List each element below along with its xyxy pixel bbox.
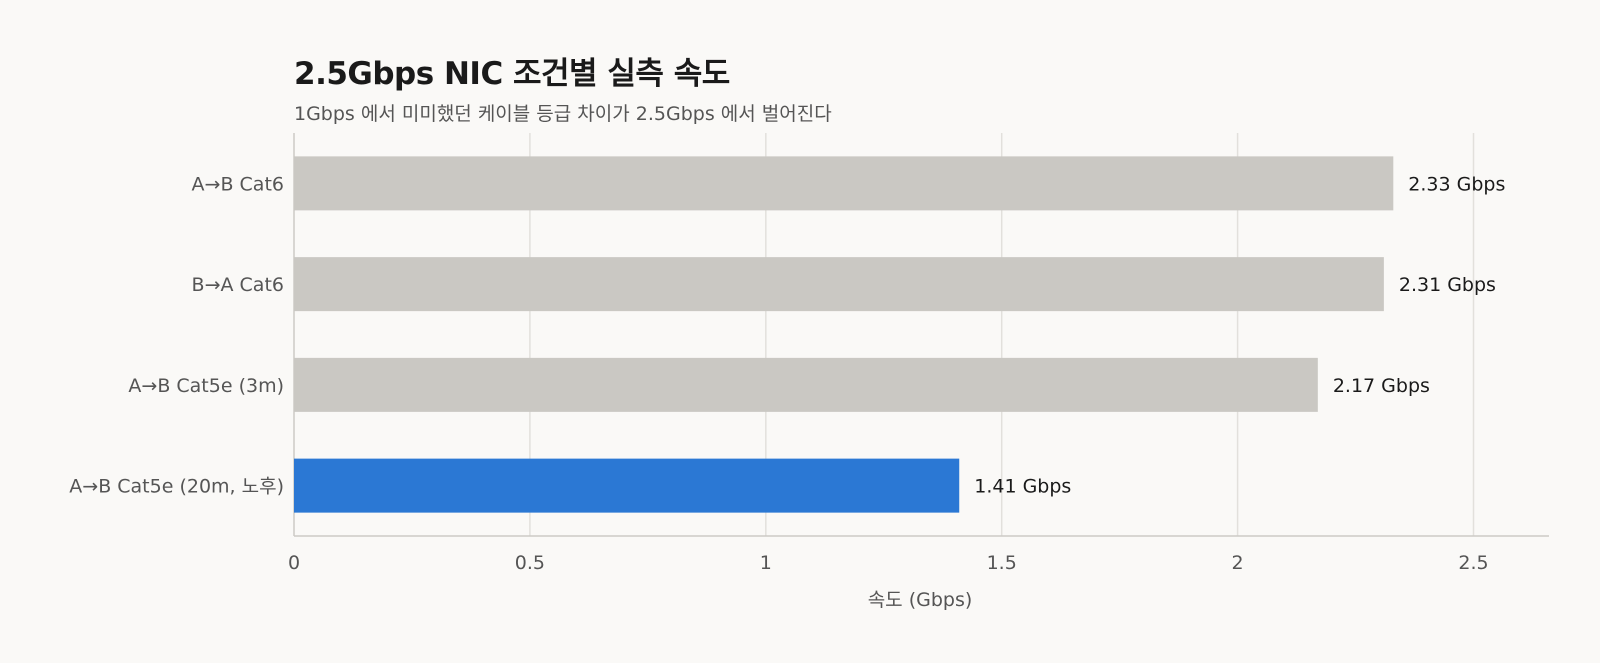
bar xyxy=(294,257,1384,312)
category-label: A→B Cat5e (20m, 노후) xyxy=(69,476,284,498)
bar xyxy=(294,357,1318,412)
chart-title: 2.5Gbps NIC 조건별 실측 속도 xyxy=(294,56,730,92)
value-label: 2.33 Gbps xyxy=(1408,173,1505,195)
chart-subtitle: 1Gbps 에서 미미했던 케이블 등급 차이가 2.5Gbps 에서 벌어진다 xyxy=(294,103,832,125)
x-axis-title: 속도 (Gbps) xyxy=(868,589,973,611)
bar xyxy=(294,156,1394,211)
category-label: A→B Cat5e (3m) xyxy=(128,375,284,397)
value-label: 1.41 Gbps xyxy=(974,476,1071,498)
labels: 0 0.5 1 1.5 2 2.5 A→B Cat6 2.33 Gbps B→A Cat6 2.3… xyxy=(69,173,1505,574)
value-label: 2.31 Gbps xyxy=(1399,274,1496,296)
bar xyxy=(294,458,960,513)
value-label: 2.17 Gbps xyxy=(1333,375,1430,397)
x-tick-label: 0 xyxy=(288,552,300,574)
bars xyxy=(294,156,1394,513)
category-label: B→A Cat6 xyxy=(192,274,284,296)
x-tick-label: 1.5 xyxy=(987,552,1017,574)
x-tick-label: 2 xyxy=(1232,552,1244,574)
category-label: A→B Cat6 xyxy=(192,173,284,195)
x-tick-label: 0.5 xyxy=(515,552,545,574)
x-tick-label: 1 xyxy=(760,552,772,574)
x-tick-label: 2.5 xyxy=(1458,552,1488,574)
